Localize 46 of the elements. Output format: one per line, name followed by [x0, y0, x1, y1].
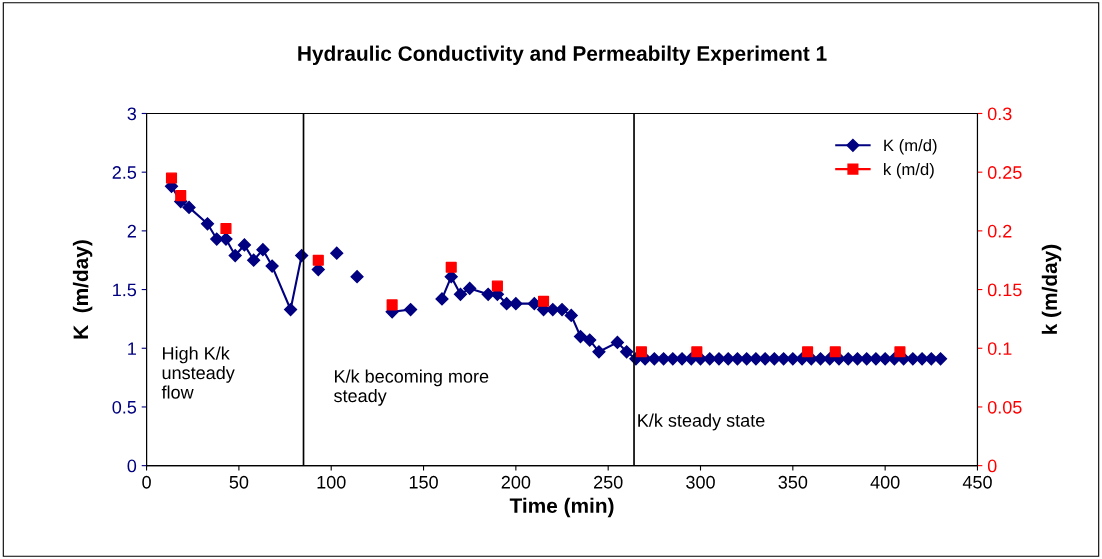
legend-label: k (m/d) [884, 162, 934, 179]
point [829, 346, 841, 358]
y2-tick-label: 0.05 [987, 400, 1022, 414]
y-tick-label: 3 [127, 107, 137, 121]
y2-tick-label: 0 [987, 459, 997, 473]
y2-axis-title: k (m/day) [1041, 244, 1062, 334]
y-tick-label: 1 [128, 342, 136, 355]
y-tick-label: 0 [127, 459, 137, 473]
x-tick-label: 50 [229, 475, 249, 489]
x-tick-label: 150 [409, 475, 438, 489]
x-tick-label: 400 [870, 475, 900, 489]
y2-tick-label: 0.15 [987, 283, 1022, 297]
annotation: High K/k unsteady flow [161, 346, 235, 399]
x-tick-label: 250 [594, 475, 623, 489]
x-tick-label: 200 [501, 475, 531, 489]
y-tick-label: 2.5 [112, 166, 137, 179]
point [312, 254, 324, 266]
point [445, 261, 457, 273]
point [894, 346, 906, 358]
point [220, 222, 232, 235]
y-tick-label: 0.5 [112, 400, 137, 414]
y2-tick-label: 0.3 [987, 107, 1012, 121]
point [802, 346, 814, 358]
y-tick-label: 1.5 [113, 283, 137, 297]
point [491, 280, 503, 292]
x-tick-label: 350 [778, 475, 808, 489]
point [635, 346, 647, 358]
point [691, 346, 703, 358]
point [175, 190, 187, 202]
annotation: K/k becoming more steady [334, 369, 489, 406]
point [386, 299, 398, 311]
y2-tick-label: 0.25 [987, 166, 1022, 179]
legend-label: K (m/d) [884, 139, 937, 155]
x-tick-label: 300 [686, 475, 715, 489]
y-axis-title: K (m/day) [72, 240, 93, 339]
y-tick-label: 2 [127, 224, 136, 238]
x-axis-title: Time (min) [509, 497, 614, 518]
point [165, 172, 178, 184]
x-tick-label: 450 [962, 475, 992, 489]
y2-tick-label: 0.1 [987, 342, 1012, 355]
x-tick-label: 0 [142, 475, 151, 489]
chart-title: Hydraulic Conductivity and Permeabilty Experiment 1 [298, 45, 827, 66]
x-tick-label: 100 [317, 475, 346, 489]
point [537, 295, 550, 307]
y2-tick-label: 0.2 [987, 224, 1012, 238]
annotation: K/k steady state [638, 413, 765, 431]
